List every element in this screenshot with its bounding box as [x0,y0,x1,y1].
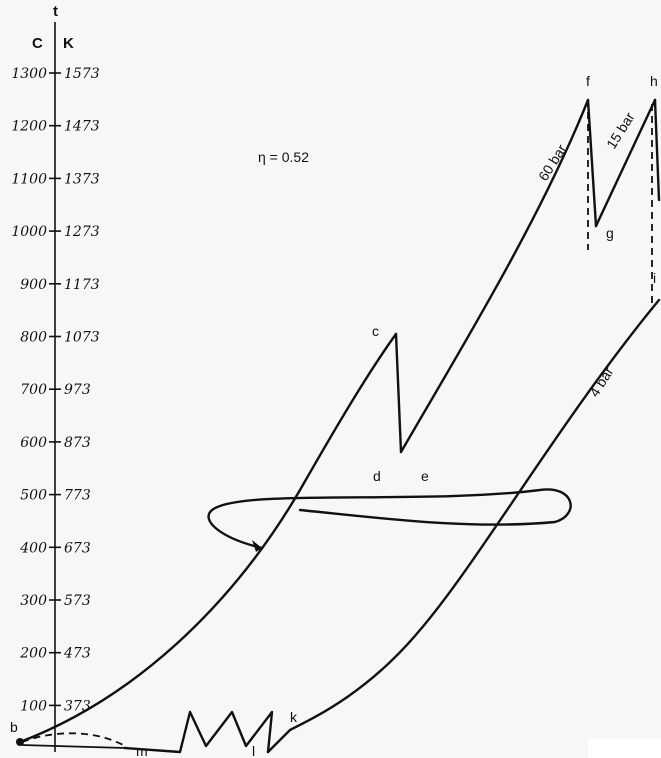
tick-label-celsius: 1100 [11,171,47,187]
tick-label-kelvin: 473 [63,646,91,662]
tick-label-celsius: 600 [20,435,47,451]
point-label-k: k [290,709,298,725]
point-label-l: l [252,743,255,758]
tick-label-kelvin: 873 [64,435,91,451]
point-label-b: b [10,719,18,735]
tick-label-celsius: 800 [20,330,47,346]
curve-h-down [653,98,661,202]
tick-label-kelvin: 673 [64,540,91,556]
curve-c-to-d [394,332,403,454]
tick-label-kelvin: 1373 [64,171,100,187]
point-label-m: m [136,743,148,758]
tick-label-celsius: 700 [20,382,47,398]
tick-label-celsius: 1300 [11,66,47,82]
point-label-h: h [650,73,658,89]
point-label-g: g [606,225,614,241]
kelvin-unit-label: K [63,35,74,52]
dashed-b-m [21,732,126,747]
tick-label-kelvin: 773 [64,488,91,504]
tick-label-kelvin: 973 [64,382,91,398]
tick-label-kelvin: 1473 [64,119,100,135]
curve-f-to-g [586,98,598,228]
tick-label-celsius: 1000 [11,224,47,240]
efficiency-label: η = 0.52 [258,149,309,165]
point-label-i: i [653,270,656,286]
point-label-f: f [586,73,590,89]
point-label-c: c [372,323,379,339]
pressure-label-60-bar: 60 bar [535,141,570,183]
curve-g-to-h [594,98,657,228]
tick-label-kelvin: 1073 [64,330,100,346]
sawtooth-l-to-m [123,710,274,754]
tick-label-kelvin: 1573 [64,66,100,82]
axis-title: t [53,3,58,20]
tick-label-celsius: 200 [19,646,47,662]
tick-label-celsius: 500 [20,488,47,504]
tick-label-celsius: 900 [20,277,47,293]
scan-corner-patch [588,738,661,758]
curve-e-to-f [399,98,590,454]
tick-label-kelvin: 1273 [64,224,100,240]
tick-label-celsius: 400 [19,540,47,556]
curve-b-to-c [18,332,398,744]
tick-label-celsius: 1200 [11,119,47,135]
axis-ticks: 1300 1573 1200 1473 1100 1373 1000 1273 900 1173 8… [11,66,99,714]
heat-exchange-loop [207,488,572,550]
point-label-d: d [373,468,381,484]
tick-label-celsius: 100 [20,698,47,714]
point-label-e: e [421,468,429,484]
tick-label-kelvin: 573 [64,593,91,609]
loop-arrowhead [252,540,262,552]
tick-label-kelvin: 373 [64,698,91,714]
curve-i-to-k [266,298,661,754]
tick-label-celsius: 300 [20,593,47,609]
tick-label-kelvin: 1173 [64,277,100,293]
celsius-unit-label: C [32,35,43,52]
pressure-label-4-bar: 4 bar [586,364,617,400]
point-b-marker [16,738,24,746]
line-m-to-b [21,744,126,749]
